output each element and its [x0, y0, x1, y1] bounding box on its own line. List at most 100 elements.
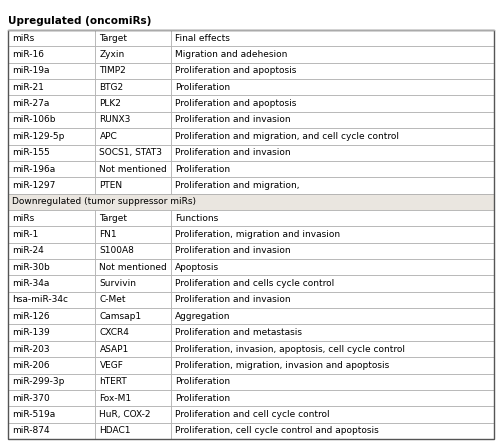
- Bar: [95, 373, 170, 390]
- Bar: [170, 79, 493, 95]
- Bar: [8, 243, 95, 259]
- Bar: [8, 161, 95, 177]
- Text: Proliferation: Proliferation: [174, 393, 229, 403]
- Bar: [95, 226, 170, 243]
- Text: Proliferation and apoptosis: Proliferation and apoptosis: [174, 67, 296, 75]
- Bar: [170, 46, 493, 63]
- Bar: [8, 177, 95, 194]
- Text: Target: Target: [99, 34, 127, 43]
- Text: RUNX3: RUNX3: [99, 115, 131, 124]
- Text: miR-21: miR-21: [12, 83, 44, 92]
- Bar: [95, 95, 170, 112]
- Text: Proliferation, cell cycle control and apoptosis: Proliferation, cell cycle control and ap…: [174, 426, 378, 435]
- Bar: [95, 275, 170, 292]
- Text: miR-519a: miR-519a: [12, 410, 55, 419]
- Bar: [95, 390, 170, 406]
- Text: miR-129-5p: miR-129-5p: [12, 132, 64, 141]
- Bar: [170, 275, 493, 292]
- Text: hsa-miR-34c: hsa-miR-34c: [12, 295, 68, 305]
- Bar: [170, 243, 493, 259]
- Bar: [170, 373, 493, 390]
- Bar: [170, 177, 493, 194]
- Text: Proliferation and metastasis: Proliferation and metastasis: [174, 328, 301, 337]
- Text: Final effects: Final effects: [174, 34, 229, 43]
- Text: Proliferation, migration, invasion and apoptosis: Proliferation, migration, invasion and a…: [174, 361, 388, 370]
- Bar: [95, 243, 170, 259]
- Bar: [170, 30, 493, 46]
- Bar: [95, 210, 170, 226]
- Bar: [8, 275, 95, 292]
- Bar: [95, 325, 170, 341]
- Text: miRs: miRs: [12, 34, 34, 43]
- Bar: [8, 226, 95, 243]
- Bar: [8, 63, 95, 79]
- Text: miR-196a: miR-196a: [12, 165, 55, 174]
- Bar: [8, 144, 95, 161]
- Bar: [95, 292, 170, 308]
- Bar: [95, 161, 170, 177]
- Text: miR-126: miR-126: [12, 312, 50, 321]
- Bar: [8, 406, 95, 423]
- Text: miR-1: miR-1: [12, 230, 38, 239]
- Text: Proliferation and invasion: Proliferation and invasion: [174, 148, 290, 157]
- Bar: [8, 292, 95, 308]
- Bar: [170, 259, 493, 275]
- Text: miR-30b: miR-30b: [12, 263, 50, 272]
- Text: Not mentioned: Not mentioned: [99, 263, 167, 272]
- Text: Proliferation, migration and invasion: Proliferation, migration and invasion: [174, 230, 339, 239]
- Text: Upregulated (oncomiRs): Upregulated (oncomiRs): [8, 16, 151, 26]
- Bar: [170, 128, 493, 144]
- Text: miR-203: miR-203: [12, 345, 50, 353]
- Text: ASAP1: ASAP1: [99, 345, 128, 353]
- Bar: [170, 95, 493, 112]
- Text: APC: APC: [99, 132, 117, 141]
- Bar: [8, 79, 95, 95]
- Bar: [8, 341, 95, 357]
- Text: HDAC1: HDAC1: [99, 426, 131, 435]
- Text: Migration and adehesion: Migration and adehesion: [174, 50, 287, 59]
- Text: Proliferation and invasion: Proliferation and invasion: [174, 115, 290, 124]
- Bar: [95, 341, 170, 357]
- Bar: [95, 46, 170, 63]
- Text: PLK2: PLK2: [99, 99, 121, 108]
- Text: CXCR4: CXCR4: [99, 328, 129, 337]
- Text: miR-16: miR-16: [12, 50, 44, 59]
- Bar: [170, 423, 493, 439]
- Text: Proliferation, invasion, apoptosis, cell cycle control: Proliferation, invasion, apoptosis, cell…: [174, 345, 404, 353]
- Text: miR-19a: miR-19a: [12, 67, 50, 75]
- Text: S100A8: S100A8: [99, 246, 134, 255]
- Text: VEGF: VEGF: [99, 361, 123, 370]
- Bar: [8, 259, 95, 275]
- Bar: [95, 63, 170, 79]
- Text: Apoptosis: Apoptosis: [174, 263, 218, 272]
- Text: FN1: FN1: [99, 230, 117, 239]
- Bar: [170, 144, 493, 161]
- Bar: [8, 325, 95, 341]
- Text: miR-206: miR-206: [12, 361, 50, 370]
- Text: Proliferation and apoptosis: Proliferation and apoptosis: [174, 99, 296, 108]
- Text: hTERT: hTERT: [99, 377, 127, 386]
- Text: miR-24: miR-24: [12, 246, 44, 255]
- Text: Target: Target: [99, 214, 127, 222]
- Text: BTG2: BTG2: [99, 83, 123, 92]
- Text: Proliferation and migration, and cell cycle control: Proliferation and migration, and cell cy…: [174, 132, 398, 141]
- Bar: [8, 30, 95, 46]
- Text: Survivin: Survivin: [99, 279, 136, 288]
- Text: miR-106b: miR-106b: [12, 115, 56, 124]
- Text: miR-299-3p: miR-299-3p: [12, 377, 64, 386]
- Bar: [170, 63, 493, 79]
- Bar: [170, 390, 493, 406]
- Text: Proliferation and invasion: Proliferation and invasion: [174, 246, 290, 255]
- Bar: [8, 373, 95, 390]
- Text: miRs: miRs: [12, 214, 34, 222]
- Bar: [8, 112, 95, 128]
- Bar: [8, 357, 95, 373]
- Bar: [95, 177, 170, 194]
- Bar: [170, 226, 493, 243]
- Bar: [8, 308, 95, 325]
- Text: HuR, COX-2: HuR, COX-2: [99, 410, 151, 419]
- Text: miR-874: miR-874: [12, 426, 50, 435]
- Text: Proliferation: Proliferation: [174, 83, 229, 92]
- Text: Fox-M1: Fox-M1: [99, 393, 131, 403]
- Bar: [95, 423, 170, 439]
